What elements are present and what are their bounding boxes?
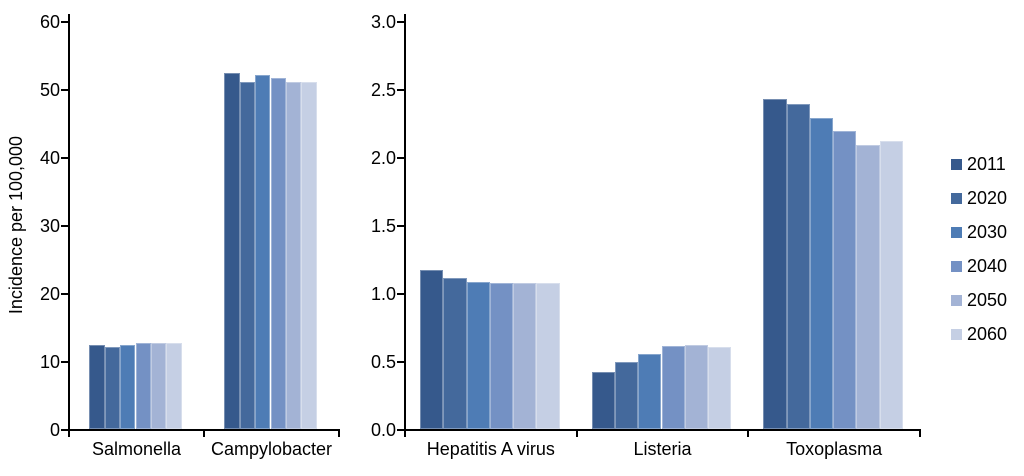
y-tick (61, 429, 68, 431)
y-tick (397, 225, 404, 227)
y-tick-label: 3.0 (370, 12, 396, 32)
y-tick (61, 361, 68, 363)
bar-hepatitis-a-virus-2050 (513, 283, 537, 429)
bar-toxoplasma-2030 (809, 117, 834, 429)
y-tick-label: 60 (39, 12, 60, 32)
y-tick-label: 40 (39, 148, 60, 168)
y-tick-label: 0 (49, 420, 60, 440)
legend-item-label: 2020 (967, 188, 1008, 208)
y-tick-label: 0.5 (370, 352, 396, 372)
bar-salmonella-2030 (120, 345, 136, 429)
legend-swatch-2050 (951, 294, 962, 306)
x-axis-category-tick (203, 429, 205, 437)
legend-swatch-2011 (951, 158, 962, 170)
bar-salmonella-2050 (150, 343, 167, 429)
y-tick-label: 30 (39, 216, 60, 236)
x-axis-category-tick (747, 429, 750, 437)
bar-listeria-2030 (638, 354, 662, 429)
bar-listeria-2060 (708, 347, 732, 429)
y-tick (61, 293, 68, 295)
y-tick-label: 2.0 (370, 148, 396, 168)
bar-listeria-2011 (591, 371, 615, 429)
bar-salmonella-2040 (135, 343, 151, 429)
legend-item-label: 2011 (967, 154, 1006, 174)
bar-salmonella-2020 (104, 346, 121, 429)
legend-swatch-2030 (951, 226, 962, 238)
x-axis-category-tick (919, 429, 921, 437)
y-axis (68, 14, 70, 431)
bar-listeria-2050 (684, 344, 709, 429)
legend-swatch-2020 (951, 192, 962, 204)
bar-toxoplasma-2020 (786, 103, 810, 429)
x-axis-category-tick (575, 429, 578, 437)
x-tick-label-salmonella: Salmonella (91, 439, 182, 459)
x-axis-category-tick (68, 429, 70, 437)
bar-listeria-2040 (661, 346, 685, 429)
bar-hepatitis-a-virus-2060 (536, 283, 560, 429)
x-tick-label-hepatitis-a-virus: Hepatitis A virus (426, 439, 555, 459)
x-tick-label-campylobacter: Campylobacter (210, 439, 333, 459)
y-tick (397, 293, 404, 295)
y-tick-label: 20 (39, 284, 60, 304)
bar-hepatitis-a-virus-2040 (489, 283, 514, 429)
legend-item-label: 2030 (967, 222, 1008, 242)
legend-swatch-2040 (951, 260, 962, 272)
bar-campylobacter-2040 (270, 78, 286, 429)
legend-item-label: 2040 (967, 256, 1008, 276)
bar-hepatitis-a-virus-2011 (419, 269, 444, 429)
legend-item-label: 2060 (967, 324, 1008, 344)
bar-salmonella-2060 (166, 343, 182, 429)
bar-campylobacter-2020 (239, 82, 256, 429)
legend-item-2040: 2040 (951, 249, 1007, 283)
y-axis (404, 14, 406, 431)
bar-toxoplasma-2011 (763, 98, 787, 429)
y-tick (397, 429, 404, 431)
legend-item-2011: 2011 (951, 147, 1007, 181)
y-tick (61, 89, 68, 91)
x-axis-category-tick (338, 429, 340, 437)
bar-campylobacter-2011 (224, 72, 240, 429)
legend-swatch-2060 (951, 328, 962, 340)
y-tick-label: 1.5 (370, 216, 396, 236)
y-tick-label: 10 (39, 352, 60, 372)
y-tick (61, 21, 68, 23)
y-tick (61, 225, 68, 227)
x-axis-category-tick (404, 429, 406, 437)
legend-item-2030: 2030 (951, 215, 1007, 249)
legend: 2011 2020 2030 2040 2050 2060 (951, 147, 1007, 351)
y-tick-label: 2.5 (370, 80, 396, 100)
bar-campylobacter-2050 (285, 81, 302, 429)
bar-listeria-2020 (614, 362, 639, 429)
x-axis (404, 429, 921, 431)
bar-hepatitis-a-virus-2020 (443, 278, 467, 429)
legend-item-2060: 2060 (951, 317, 1007, 351)
x-tick-label-listeria: Listeria (633, 439, 692, 459)
y-tick (397, 89, 404, 91)
y-tick (61, 157, 68, 159)
y-tick-label: 1.0 (370, 284, 396, 304)
y-tick-label: 50 (39, 80, 60, 100)
bar-toxoplasma-2040 (833, 131, 857, 429)
y-tick (397, 157, 404, 159)
bar-campylobacter-2060 (301, 81, 317, 429)
legend-item-2020: 2020 (951, 181, 1007, 215)
bar-hepatitis-a-virus-2030 (466, 282, 490, 429)
legend-item-label: 2050 (967, 290, 1008, 310)
bar-toxoplasma-2050 (856, 144, 880, 429)
bar-toxoplasma-2060 (879, 140, 904, 429)
y-tick-label: 0.0 (370, 420, 396, 440)
bar-campylobacter-2030 (255, 74, 271, 429)
y-tick (397, 21, 404, 23)
bar-salmonella-2011 (89, 344, 105, 429)
y-tick (397, 361, 404, 363)
legend-item-2050: 2050 (951, 283, 1007, 317)
x-tick-label-toxoplasma: Toxoplasma (786, 439, 883, 459)
